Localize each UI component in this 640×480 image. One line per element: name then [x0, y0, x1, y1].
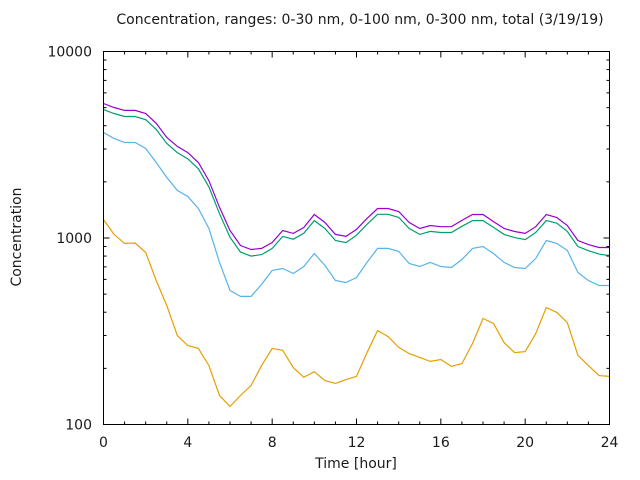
x-tick-label: 4 — [183, 435, 192, 451]
x-tick-label: 16 — [432, 435, 450, 451]
series-line-3 — [103, 102, 610, 251]
y-tick-label: 10000 — [47, 45, 92, 61]
ticks-layer: 0 4 8 12 16 20 24 100 1000 10000 — [47, 45, 618, 452]
x-tick-label: 20 — [516, 435, 534, 451]
x-axis-label: Time [hour] — [315, 456, 397, 472]
x-tick-label: 8 — [268, 435, 277, 451]
x-tick-label: 0 — [99, 435, 108, 451]
series-layer — [103, 102, 610, 408]
y-tick-label: 1000 — [56, 231, 92, 247]
series-line-2 — [103, 109, 610, 257]
series-line-1 — [103, 131, 610, 297]
y-tick-label: 100 — [65, 418, 92, 434]
plot-frame — [103, 51, 610, 425]
x-tick-label: 24 — [601, 435, 619, 451]
x-tick-label: 12 — [348, 435, 366, 451]
series-line-0 — [103, 219, 610, 408]
chart-title: Concentration, ranges: 0-30 nm, 0-100 nm… — [116, 12, 604, 28]
